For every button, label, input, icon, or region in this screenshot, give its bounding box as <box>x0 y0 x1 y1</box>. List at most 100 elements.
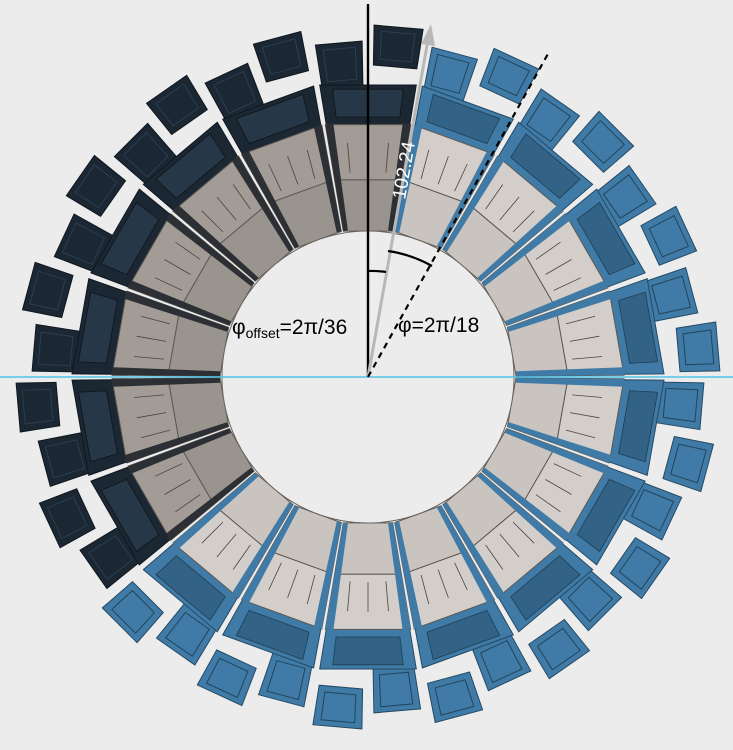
middle-module-core <box>576 478 636 553</box>
tile-edge <box>482 467 571 541</box>
tile-edge <box>165 213 254 287</box>
outer-module-inner <box>567 576 614 623</box>
outer-module-inner <box>648 214 690 258</box>
outer-module-inner <box>213 70 257 115</box>
outer-module <box>21 261 74 319</box>
outer-module-inner <box>122 131 169 178</box>
middle-module-core <box>77 291 118 364</box>
outer-module <box>65 154 127 217</box>
outer-module <box>662 435 715 493</box>
tile-line <box>133 356 164 360</box>
tile-edge <box>507 422 612 463</box>
middle-module-core <box>100 478 160 553</box>
outer-module-inner <box>155 83 200 127</box>
outer-module-inner <box>261 38 302 75</box>
tile-line <box>553 277 582 291</box>
detector-ring <box>15 24 721 730</box>
tile-line <box>420 574 430 605</box>
tile-edge <box>241 150 299 249</box>
tile-edge <box>477 205 563 282</box>
outer-module-inner <box>682 329 715 366</box>
tile-edge <box>124 291 229 332</box>
tile-edge <box>507 291 612 332</box>
phi-label: φ=2π/18 <box>398 314 479 337</box>
middle-module-core <box>510 133 581 199</box>
outer-module-inner <box>651 275 692 315</box>
outer-module-inner <box>378 671 414 708</box>
middle-module-core <box>77 390 118 463</box>
tile-line <box>287 156 299 185</box>
outer-module <box>196 649 257 707</box>
tile-line <box>569 335 600 342</box>
tile-line <box>347 142 351 173</box>
tile-line <box>512 521 535 544</box>
middle-module-core <box>155 133 226 199</box>
outer-module-inner <box>434 679 475 716</box>
outer-module <box>312 684 364 730</box>
outer-module-inner <box>46 496 88 540</box>
radius-arrow-line <box>366 39 430 378</box>
tile-edge <box>437 505 495 604</box>
tile-edge <box>231 156 294 252</box>
outer-module-inner <box>21 388 54 425</box>
outer-module-inner <box>662 387 699 423</box>
middle-module-core <box>332 636 404 666</box>
tile-line <box>216 533 237 558</box>
tile-edge <box>313 521 342 629</box>
outer-module <box>675 321 721 373</box>
outer-module-inner <box>379 30 416 63</box>
outer-module-inner <box>618 545 662 590</box>
outer-module-inner <box>37 331 74 367</box>
middle-module-core <box>235 93 310 145</box>
outer-module-inner <box>487 55 531 97</box>
phi-dashed-line <box>367 51 550 378</box>
outer-module <box>38 488 96 549</box>
tile-line <box>385 142 389 173</box>
tile-line <box>347 581 351 612</box>
tile-edge <box>394 521 423 629</box>
outer-module <box>609 537 671 600</box>
outer-module-inner <box>29 270 66 311</box>
tile-line <box>545 479 572 495</box>
tile-edge <box>325 522 348 631</box>
outer-module-inner <box>536 627 581 671</box>
outer-module <box>426 671 484 724</box>
outer-module-inner <box>670 443 707 484</box>
tile-line <box>545 259 572 275</box>
outer-module <box>640 205 698 266</box>
phi-arc <box>387 249 433 267</box>
tile-line <box>454 163 468 192</box>
tile-line <box>154 463 183 477</box>
tile-line <box>268 163 282 192</box>
outer-module-inner <box>479 639 523 684</box>
tile-line <box>535 494 561 513</box>
tile-line <box>385 581 389 612</box>
outer-module-inner <box>74 164 118 209</box>
outer-module-inner <box>266 660 306 701</box>
tile-line <box>454 562 468 591</box>
tile-line <box>232 544 251 570</box>
phi-offset-label: φoffset=2π/36 <box>232 316 347 341</box>
tile-line <box>232 184 251 210</box>
tile-edge <box>313 125 342 233</box>
tile-edge <box>394 125 423 233</box>
outer-module-inner <box>88 535 134 581</box>
tile-edge <box>128 428 231 474</box>
tile-edge <box>388 522 411 631</box>
tile-edge <box>505 428 608 474</box>
tile-line <box>499 196 520 221</box>
outer-module-inner <box>110 589 156 635</box>
middle-module-core <box>510 555 581 621</box>
tile-line <box>306 149 316 180</box>
tile-line <box>565 429 596 439</box>
tile-line <box>437 156 449 185</box>
tile-line <box>572 394 603 398</box>
middle-module-core <box>618 291 659 364</box>
tile-line <box>154 277 183 291</box>
tile-line <box>136 335 167 342</box>
outer-module <box>572 110 635 173</box>
outer-module-inner <box>61 222 106 266</box>
outer-module-inner <box>630 488 675 532</box>
tile-line <box>216 196 237 221</box>
outer-module-inner <box>580 119 626 165</box>
